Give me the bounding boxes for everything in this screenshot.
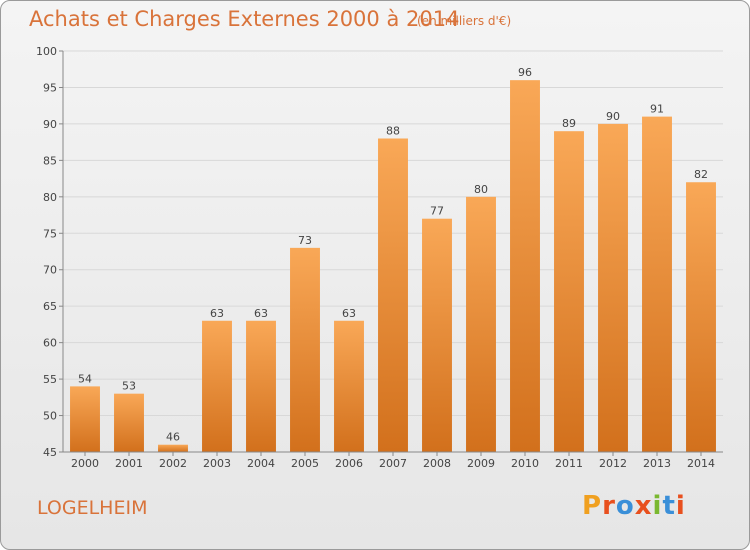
bar	[510, 80, 540, 452]
data-label: 46	[166, 431, 180, 444]
bar	[598, 123, 628, 452]
data-label: 82	[694, 168, 708, 181]
y-tick-label: 65	[43, 300, 57, 313]
labels: 45 50 55 60 65 70 75 80 85 90 95 100 54 2000 53 2001 46 2…	[36, 45, 715, 470]
x-tick-label: 2013	[643, 457, 671, 470]
data-label: 63	[210, 307, 224, 320]
data-label: 63	[254, 307, 268, 320]
x-tick-label: 2008	[423, 457, 451, 470]
bars	[70, 80, 716, 453]
proxiti-logo[interactable]: Proxiti	[582, 491, 686, 521]
x-tick-label: 2005	[291, 457, 319, 470]
commune-name: LOGELHEIM	[37, 497, 148, 519]
bar	[378, 138, 408, 452]
bar	[334, 320, 364, 452]
logo-letter: P	[582, 491, 603, 521]
logo-letter: t	[662, 491, 676, 521]
y-tick-label: 50	[43, 410, 57, 423]
y-tick-label: 60	[43, 337, 57, 350]
logo-letter: r	[602, 491, 616, 521]
chart-subtitle: (en milliers d'€)	[417, 14, 512, 28]
x-tick-label: 2014	[687, 457, 715, 470]
x-tick-label: 2010	[511, 457, 539, 470]
bar	[70, 386, 100, 452]
x-tick-label: 2002	[159, 457, 187, 470]
x-tick-label: 2012	[599, 457, 627, 470]
y-tick-label: 85	[43, 154, 57, 167]
data-label: 96	[518, 66, 532, 79]
bar	[158, 444, 188, 452]
data-label: 91	[650, 103, 664, 116]
bar	[642, 116, 672, 453]
data-label: 88	[386, 124, 400, 137]
y-tick-label: 70	[43, 264, 57, 277]
data-label: 80	[474, 183, 488, 196]
y-tick-label: 95	[43, 81, 57, 94]
data-label: 63	[342, 307, 356, 320]
x-tick-label: 2009	[467, 457, 495, 470]
data-label: 77	[430, 205, 444, 218]
y-tick-label: 75	[43, 227, 57, 240]
data-label: 54	[78, 372, 92, 385]
x-tick-label: 2000	[71, 457, 99, 470]
bar	[422, 218, 452, 452]
chart-title: Achats et Charges Externes 2000 à 2014	[29, 7, 460, 31]
bar	[686, 182, 716, 452]
logo-letter: x	[634, 491, 653, 521]
x-tick-label: 2007	[379, 457, 407, 470]
data-label: 90	[606, 110, 620, 123]
data-label: 53	[122, 380, 136, 393]
x-tick-label: 2011	[555, 457, 583, 470]
logo-letter: i	[675, 491, 686, 521]
logo-letter: i	[652, 491, 663, 521]
x-tick-label: 2004	[247, 457, 275, 470]
bar	[114, 393, 144, 452]
x-tick-label: 2006	[335, 457, 363, 470]
bar	[466, 196, 496, 452]
x-tick-label: 2003	[203, 457, 231, 470]
bar	[246, 320, 276, 452]
bar	[202, 320, 232, 452]
y-tick-label: 45	[43, 446, 57, 459]
y-tick-label: 55	[43, 373, 57, 386]
y-tick-label: 100	[36, 45, 57, 58]
data-label: 73	[298, 234, 312, 247]
logo-letter: o	[615, 491, 635, 521]
axes	[59, 50, 723, 456]
data-label: 89	[562, 117, 576, 130]
x-tick-label: 2001	[115, 457, 143, 470]
bar	[554, 131, 584, 452]
y-tick-label: 90	[43, 118, 57, 131]
y-tick-label: 80	[43, 191, 57, 204]
bar	[290, 247, 320, 452]
